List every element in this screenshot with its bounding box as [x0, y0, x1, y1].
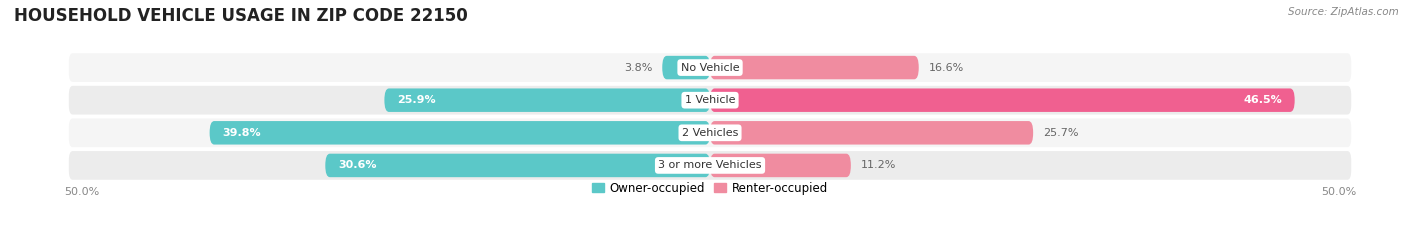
FancyBboxPatch shape: [384, 89, 710, 112]
FancyBboxPatch shape: [710, 154, 851, 177]
Text: HOUSEHOLD VEHICLE USAGE IN ZIP CODE 22150: HOUSEHOLD VEHICLE USAGE IN ZIP CODE 2215…: [14, 7, 468, 25]
Text: Source: ZipAtlas.com: Source: ZipAtlas.com: [1288, 7, 1399, 17]
FancyBboxPatch shape: [325, 154, 710, 177]
Text: 2 Vehicles: 2 Vehicles: [682, 128, 738, 138]
FancyBboxPatch shape: [710, 89, 1295, 112]
FancyBboxPatch shape: [69, 151, 1351, 180]
FancyBboxPatch shape: [209, 121, 710, 144]
Text: 3 or more Vehicles: 3 or more Vehicles: [658, 161, 762, 170]
Text: 25.7%: 25.7%: [1043, 128, 1078, 138]
FancyBboxPatch shape: [69, 53, 1351, 82]
Text: 11.2%: 11.2%: [860, 161, 896, 170]
Text: 46.5%: 46.5%: [1243, 95, 1282, 105]
Legend: Owner-occupied, Renter-occupied: Owner-occupied, Renter-occupied: [586, 177, 834, 199]
Text: 16.6%: 16.6%: [929, 63, 965, 72]
FancyBboxPatch shape: [69, 86, 1351, 115]
FancyBboxPatch shape: [69, 118, 1351, 147]
Text: 1 Vehicle: 1 Vehicle: [685, 95, 735, 105]
Text: 39.8%: 39.8%: [222, 128, 262, 138]
Text: 25.9%: 25.9%: [396, 95, 436, 105]
FancyBboxPatch shape: [710, 56, 918, 79]
Text: No Vehicle: No Vehicle: [681, 63, 740, 72]
FancyBboxPatch shape: [662, 56, 710, 79]
FancyBboxPatch shape: [710, 121, 1033, 144]
Text: 3.8%: 3.8%: [624, 63, 652, 72]
Text: 30.6%: 30.6%: [337, 161, 377, 170]
